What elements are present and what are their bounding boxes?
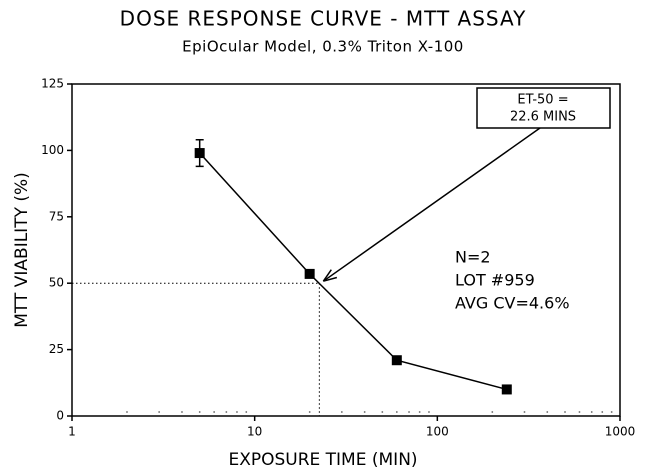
y-tick-label: 0 — [56, 409, 64, 423]
plot-frame — [71, 83, 621, 417]
x-axis-label: EXPOSURE TIME (MIN) — [228, 450, 417, 470]
series-line — [199, 152, 507, 391]
y-tick-label: 25 — [49, 342, 64, 356]
x-tick-label: 10 — [247, 425, 262, 439]
y-tick-label: 50 — [49, 276, 64, 290]
chart-title: DOSE RESPONSE CURVE - MTT ASSAY — [120, 7, 527, 31]
x-tick-label: 1000 — [605, 425, 636, 439]
note: N=2 — [455, 248, 491, 267]
chart-subtitle: EpiOcular Model, 0.3% Triton X-100 — [182, 38, 464, 56]
y-tick-label: 75 — [49, 209, 64, 223]
marker — [304, 268, 315, 279]
y-tick-label: 125 — [41, 77, 64, 91]
marker — [391, 355, 402, 366]
marker — [501, 384, 512, 395]
y-axis-label: MTT VIABILITY (%) — [12, 172, 32, 328]
note: AVG CV=4.6% — [455, 294, 570, 313]
callout-text: 22.6 MINS — [510, 110, 576, 125]
arrow-head — [322, 269, 332, 282]
x-tick-label: 100 — [426, 425, 449, 439]
callout-text: ET-50 = — [517, 93, 568, 108]
callout-arrow — [322, 127, 541, 282]
note: LOT #959 — [455, 271, 535, 290]
marker — [194, 148, 205, 159]
y-tick-label: 100 — [41, 143, 64, 157]
callout-box — [476, 87, 611, 129]
x-tick-label: 1 — [68, 425, 76, 439]
arrow-head — [323, 276, 338, 282]
